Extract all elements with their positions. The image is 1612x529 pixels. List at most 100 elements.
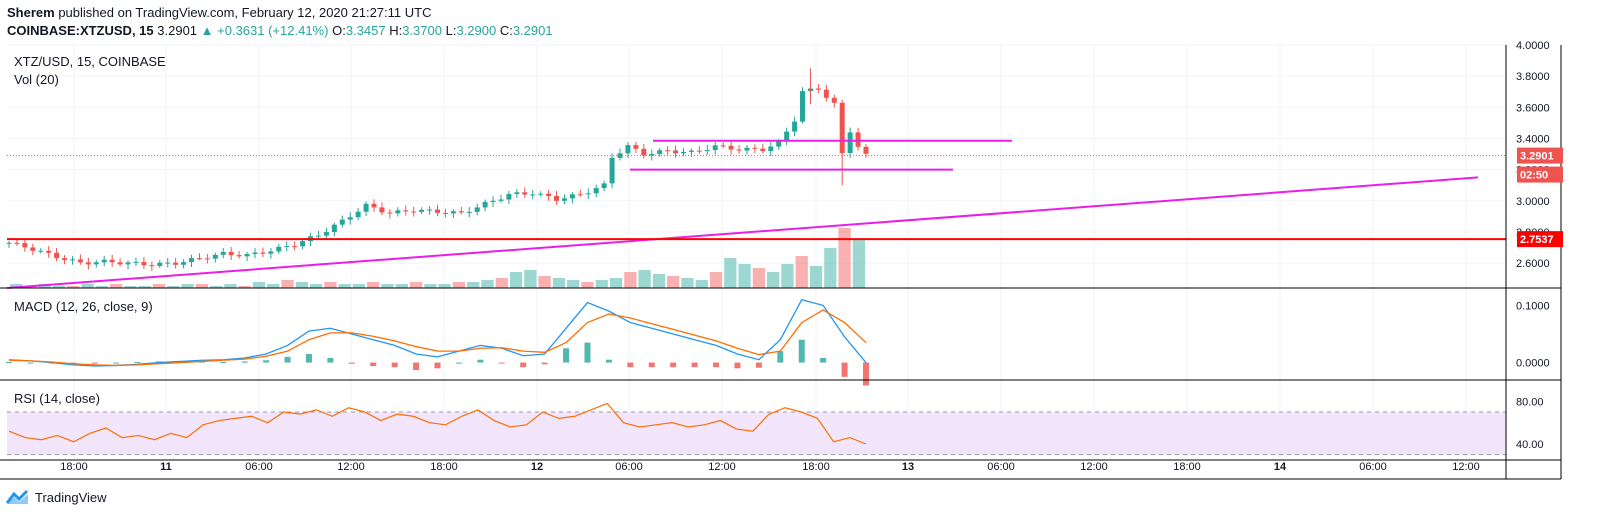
macd-histogram-bar xyxy=(820,358,827,363)
candle-body xyxy=(268,251,274,254)
candle-body xyxy=(474,207,480,212)
candle-body xyxy=(530,194,536,196)
volume-bar xyxy=(681,278,694,288)
candle-body xyxy=(617,153,623,158)
candle-body xyxy=(133,261,139,263)
candle-body xyxy=(419,209,425,212)
volume-bar xyxy=(95,286,108,288)
candle-body xyxy=(117,262,123,265)
tradingview-logo[interactable]: TradingView xyxy=(6,489,107,505)
symbol-label: COINBASE:XTZUSD, 15 xyxy=(7,23,154,38)
macd-tick-label: 0.0000 xyxy=(1516,358,1550,370)
macd-histogram-bar xyxy=(134,362,141,363)
volume-bar xyxy=(638,270,651,288)
price-candles xyxy=(6,68,869,271)
macd-histogram-bar xyxy=(477,359,484,363)
candle-body xyxy=(387,212,393,214)
candle-body xyxy=(815,88,821,90)
candle-body xyxy=(54,252,60,259)
last-price-tag-bg xyxy=(1517,147,1563,164)
macd-histogram-bar xyxy=(755,362,762,368)
candle-body xyxy=(625,145,631,154)
volume-bar xyxy=(109,284,123,288)
candle-body xyxy=(585,193,591,195)
candle-body xyxy=(466,211,472,213)
volume-bar xyxy=(481,280,494,288)
candle-body xyxy=(323,232,329,236)
time-tick-label: 06:00 xyxy=(245,461,273,473)
macd-histogram-bar xyxy=(498,362,505,364)
candle-body xyxy=(744,147,750,151)
candle-body xyxy=(847,132,853,154)
macd-histogram-bar xyxy=(863,362,869,386)
level-tag-bg xyxy=(1517,231,1563,248)
candle-body xyxy=(276,246,282,252)
candle-body xyxy=(561,198,567,201)
candle-body xyxy=(331,224,337,233)
trendline xyxy=(6,176,1479,289)
macd-histogram-bar xyxy=(584,342,591,363)
volume-bar xyxy=(152,284,166,288)
macd-pane-title: MACD (12, 26, close, 9) xyxy=(14,299,153,314)
candle-body xyxy=(649,153,655,156)
candle-body xyxy=(680,151,686,154)
volume-bar xyxy=(367,282,380,288)
time-tick-label: 06:00 xyxy=(1359,461,1387,473)
candle-body xyxy=(395,210,401,214)
candle-body xyxy=(720,145,726,147)
candle-body xyxy=(85,262,91,265)
time-tick-label: 18:00 xyxy=(60,461,88,473)
volume-bar xyxy=(767,272,780,288)
volume-bar xyxy=(467,282,480,288)
volume-bar xyxy=(609,278,623,288)
time-tick-label: 13 xyxy=(902,461,914,473)
rsi-line xyxy=(8,402,867,445)
low-value: 3.2900 xyxy=(456,23,497,38)
macd-histogram-bar xyxy=(113,362,120,364)
price-tick-label: 3.0000 xyxy=(1516,196,1550,208)
volume-bar xyxy=(495,278,508,288)
candle-body xyxy=(347,217,353,220)
volume-pane-title: Vol (20) xyxy=(14,72,59,87)
candle-body xyxy=(379,207,385,213)
candle-body xyxy=(403,210,409,212)
candle-body xyxy=(196,258,202,260)
volume-bar xyxy=(509,272,523,288)
author-name[interactable]: Sherem xyxy=(7,5,55,20)
macd-histogram-bar xyxy=(670,362,677,368)
candle-body xyxy=(450,211,456,214)
candle-body xyxy=(157,262,163,266)
macd-histogram-bar xyxy=(734,362,741,369)
volume-bar xyxy=(281,280,294,288)
high-label: H: xyxy=(389,23,403,38)
candle-body xyxy=(46,250,52,253)
tradingview-logo-icon xyxy=(6,489,29,504)
volume-bar xyxy=(238,286,251,288)
macd-histogram-bar xyxy=(91,362,98,364)
candle-body xyxy=(752,147,758,149)
macd-histogram-bar xyxy=(691,362,698,368)
volume-bar xyxy=(595,280,608,288)
volume-bar xyxy=(795,256,808,288)
volume-bar xyxy=(338,284,351,288)
candle-body xyxy=(673,150,679,154)
macd-histogram-bar xyxy=(541,362,548,365)
macd-histogram-bar xyxy=(413,362,420,370)
candle-body xyxy=(427,209,433,211)
candle-body xyxy=(458,211,464,213)
rsi-band-fill xyxy=(7,412,1506,455)
candle-body xyxy=(109,259,115,263)
time-tick-label: 12:00 xyxy=(1080,461,1108,473)
candle-body xyxy=(601,183,607,189)
candle-body xyxy=(839,102,845,154)
volume-bar xyxy=(395,284,408,288)
volume-bar xyxy=(695,280,708,288)
candle-body xyxy=(760,148,766,152)
volume-bar xyxy=(624,272,637,288)
time-tick-label: 06:00 xyxy=(987,461,1015,473)
candle-body xyxy=(546,193,552,197)
time-tick-label: 18:00 xyxy=(802,461,830,473)
candle-body xyxy=(688,150,694,152)
close-label: C: xyxy=(499,23,513,38)
